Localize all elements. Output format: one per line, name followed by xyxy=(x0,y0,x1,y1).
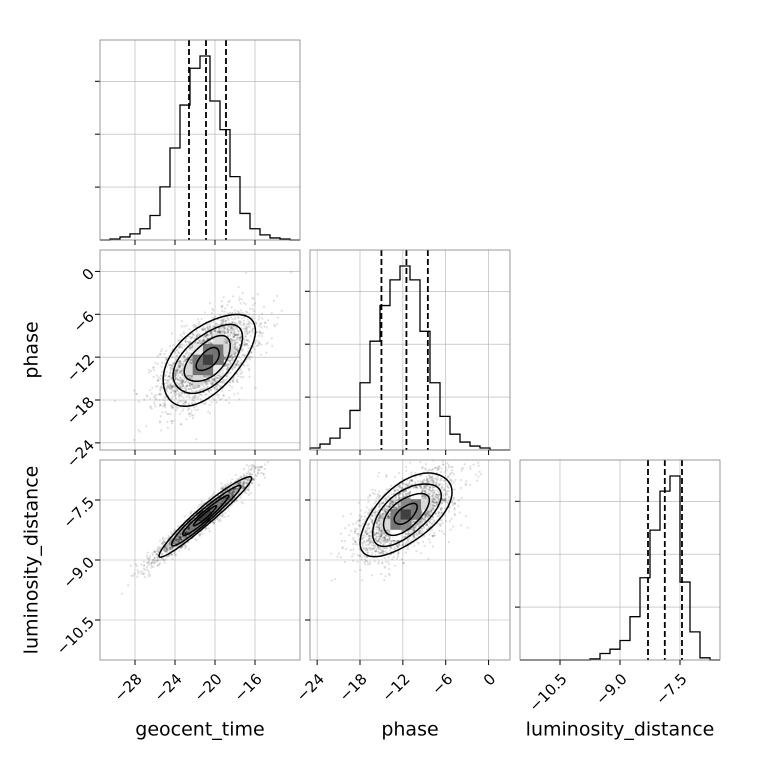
pair-0-ytick-label-3: −6 xyxy=(70,308,98,336)
pair-1-xtick-label-2: −20 xyxy=(191,670,226,705)
pair-0-inner xyxy=(100,250,300,460)
pair-0-ytick-label-0: −24 xyxy=(63,436,98,471)
pair-1-ytick-label-1: −9.0 xyxy=(60,553,98,591)
pair-0-ytick-label-1: −18 xyxy=(63,393,98,428)
pair-1-ytick-label-2: −7.5 xyxy=(60,493,98,531)
hist-luminosity_distance-xtick-label-0: −10.5 xyxy=(526,670,571,715)
pair-2-xtick-label-3: −6 xyxy=(428,670,456,698)
hist-geocent_time-frame xyxy=(100,40,300,240)
hist-phase-steps xyxy=(310,266,510,450)
hist-panel-geocent_time xyxy=(95,40,300,245)
pair-panel-geocent_time-luminosity_distance xyxy=(95,450,300,665)
xlabel-luminosity_distance: luminosity_distance xyxy=(526,719,715,741)
pair-2-inner xyxy=(310,445,510,660)
pair-2-xtick-label-4: 0 xyxy=(480,670,499,689)
pair-1-inner xyxy=(100,450,300,660)
pair-1-xtick-label-1: −24 xyxy=(151,670,186,705)
ylabel-phase: phase xyxy=(21,321,43,378)
pair-1-ytick-label-0: −10.5 xyxy=(53,613,98,658)
xlabel-phase: phase xyxy=(381,719,438,741)
hist-luminosity_distance-xtick-label-1: −9.0 xyxy=(592,670,630,708)
pair-0-ytick-label-2: −12 xyxy=(63,350,98,385)
pair-1-xtick-label-0: −28 xyxy=(111,670,146,705)
pair-panel-geocent_time-phase xyxy=(95,250,300,460)
hist-panel-phase xyxy=(305,250,510,455)
xlabel-geocent_time: geocent_time xyxy=(135,719,264,741)
pair-2-xtick-label-1: −18 xyxy=(336,670,371,705)
hist-luminosity_distance-xtick-label-2: −7.5 xyxy=(652,670,690,708)
pair-1-xtick-label-3: −16 xyxy=(231,670,266,705)
pair-panel-phase-luminosity_distance xyxy=(305,445,510,665)
pair-2-xtick-label-0: −24 xyxy=(293,670,328,705)
hist-panel-luminosity_distance xyxy=(515,460,720,665)
ylabel-luminosity_distance: luminosity_distance xyxy=(21,466,43,655)
pair-2-xtick-label-2: −12 xyxy=(378,670,413,705)
hist-geocent_time-steps xyxy=(100,56,300,240)
pair-0-ytick-label-4: 0 xyxy=(79,265,98,284)
